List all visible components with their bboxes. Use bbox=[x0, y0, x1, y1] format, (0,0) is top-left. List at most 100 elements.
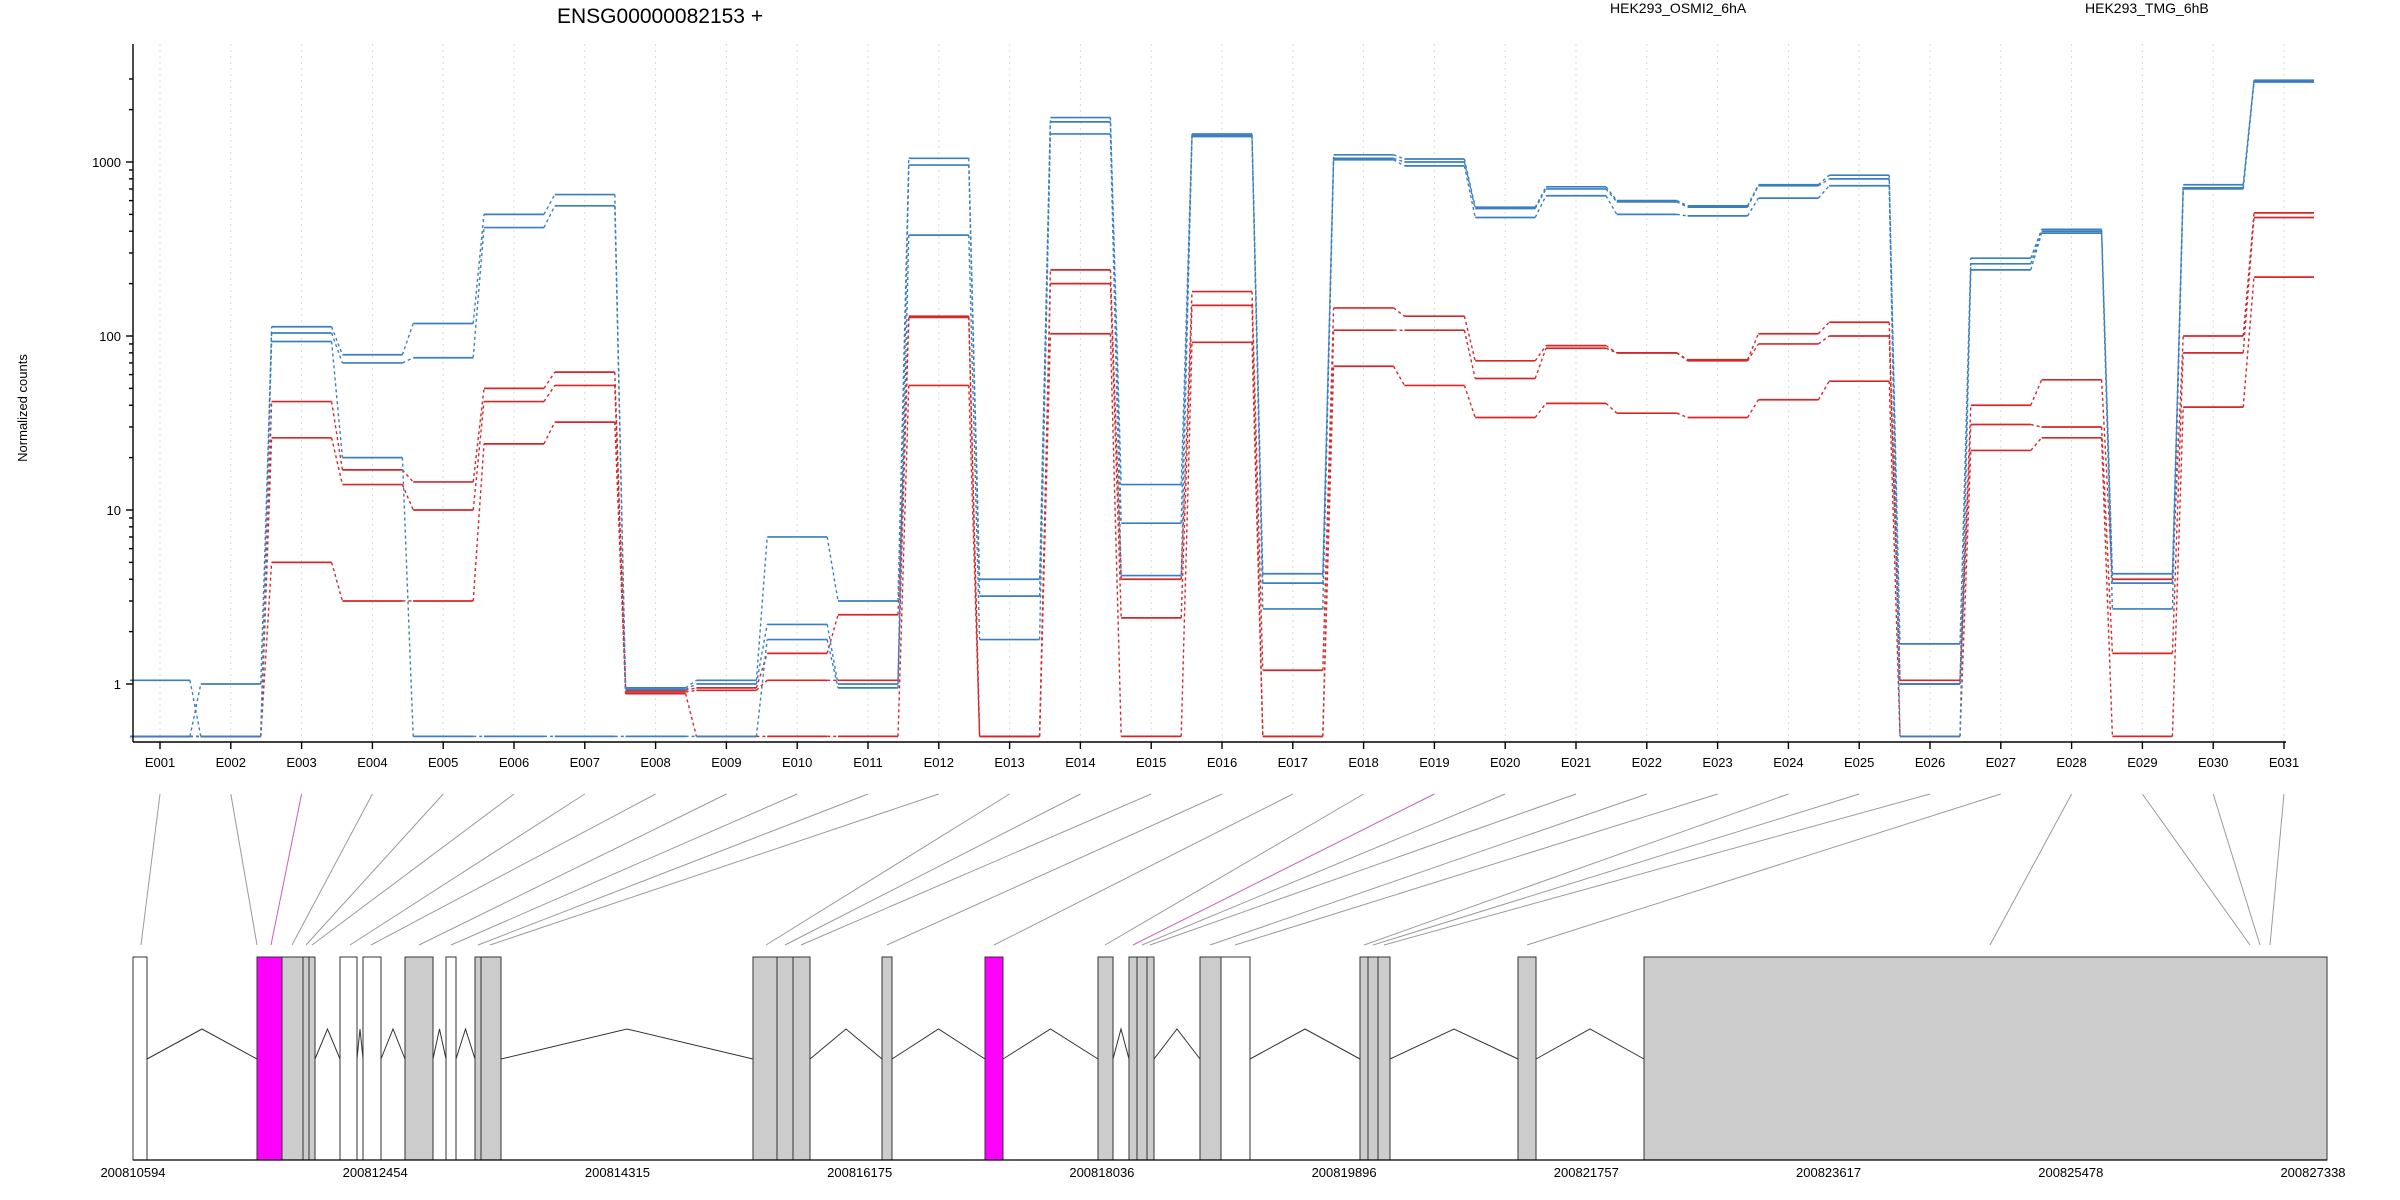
genomic-tick-label: 200816175 bbox=[827, 1165, 892, 1180]
exon-connector bbox=[1149, 793, 1577, 946]
exon-box bbox=[752, 956, 778, 1161]
x-tick-label: E021 bbox=[1561, 755, 1591, 770]
data-connector bbox=[2030, 423, 2042, 428]
data-connector bbox=[755, 624, 768, 685]
data-connector bbox=[330, 562, 344, 602]
data-connector bbox=[1888, 381, 1901, 737]
exon-box bbox=[792, 956, 811, 1161]
x-tick-label: E002 bbox=[216, 755, 246, 770]
intron-line bbox=[1535, 1028, 1645, 1060]
gene-model: 200810594 200812454 200814315 200816175 2008… bbox=[100, 956, 2346, 1180]
data-connector bbox=[1393, 157, 1405, 163]
intron-line bbox=[1112, 1027, 1130, 1060]
data-connector bbox=[1038, 133, 1052, 640]
exon-connector bbox=[886, 793, 1223, 946]
data-connector bbox=[401, 469, 414, 483]
data-connector bbox=[330, 401, 344, 471]
exon-connector bbox=[2269, 793, 2285, 946]
x-tick-label: E010 bbox=[782, 755, 812, 770]
data-connector bbox=[1180, 342, 1193, 737]
exon-connector bbox=[370, 793, 656, 946]
genomic-tick-label: 200823617 bbox=[1796, 1165, 1861, 1180]
x-tick-label: E009 bbox=[711, 755, 741, 770]
data-connector bbox=[1959, 405, 1972, 681]
x-tick-label: E027 bbox=[1986, 755, 2016, 770]
data-connector bbox=[1038, 121, 1052, 597]
data-connector bbox=[330, 341, 344, 458]
data-connector bbox=[1392, 365, 1406, 386]
genomic-tick-label: 200821757 bbox=[1554, 1165, 1619, 1180]
data-connector bbox=[472, 388, 485, 483]
exon-box bbox=[1136, 956, 1148, 1161]
exon-connector bbox=[418, 793, 727, 946]
exon-box bbox=[984, 956, 1004, 1161]
data-connector bbox=[1676, 412, 1688, 419]
x-tick-label: E014 bbox=[1065, 755, 1095, 770]
x-tick-label: E007 bbox=[570, 755, 600, 770]
exon-connector bbox=[765, 793, 1010, 946]
x-tick-label: E016 bbox=[1207, 755, 1237, 770]
intron-line bbox=[1389, 1028, 1519, 1060]
intron-line bbox=[500, 1028, 754, 1060]
data-connector bbox=[1322, 307, 1335, 671]
x-tick-label: E005 bbox=[428, 755, 458, 770]
data-connector bbox=[1747, 197, 1759, 217]
intron-line bbox=[809, 1028, 883, 1060]
exon-connector bbox=[784, 793, 1081, 946]
data-connector bbox=[1393, 154, 1405, 160]
data-connector bbox=[1746, 333, 1760, 361]
data-connector bbox=[402, 357, 414, 364]
data-connector bbox=[1109, 283, 1122, 618]
exon-box bbox=[445, 956, 457, 1161]
y-tick-label: 100 bbox=[99, 329, 121, 344]
genomic-tick-label: 200818036 bbox=[1069, 1165, 1134, 1180]
exon-box bbox=[1643, 956, 2328, 1161]
x-tick-label: E015 bbox=[1136, 755, 1166, 770]
data-connector bbox=[2171, 335, 2184, 580]
x-tick-label: E013 bbox=[994, 755, 1024, 770]
x-tick-label: E001 bbox=[145, 755, 175, 770]
exon-box bbox=[881, 956, 893, 1161]
exon-box bbox=[1220, 956, 1251, 1161]
intron-line bbox=[146, 1028, 258, 1060]
data-connector bbox=[543, 421, 556, 445]
x-tick-label: E003 bbox=[286, 755, 316, 770]
exon-box bbox=[281, 956, 304, 1161]
exon-connector bbox=[140, 793, 161, 946]
x-tick-label: E019 bbox=[1419, 755, 1449, 770]
legend-item-osmi2: HEK293_OSMI2_6hA bbox=[1610, 0, 1747, 16]
intron-line bbox=[432, 1028, 447, 1060]
exon-connector bbox=[311, 793, 515, 946]
exon-connector bbox=[800, 793, 1152, 946]
data-connector bbox=[685, 683, 697, 691]
x-tick-label: E025 bbox=[1844, 755, 1874, 770]
exon-box bbox=[308, 956, 316, 1161]
data-connector bbox=[330, 437, 344, 485]
data-connector bbox=[2030, 232, 2043, 271]
data-connector bbox=[685, 687, 697, 691]
exon-connector bbox=[450, 793, 798, 946]
data-connector bbox=[1817, 321, 1830, 335]
series-group bbox=[130, 81, 2314, 738]
data-connector bbox=[543, 371, 556, 389]
data-connector bbox=[755, 679, 768, 691]
data-connector bbox=[1463, 165, 1476, 218]
data-connector bbox=[1959, 269, 1972, 737]
data-connector bbox=[1393, 307, 1405, 317]
x-tick-label: E028 bbox=[2056, 755, 2086, 770]
exon-connector bbox=[2141, 793, 2251, 946]
exon-connector bbox=[1989, 793, 2073, 946]
data-connector bbox=[2030, 437, 2043, 451]
y-tick-label: 10 bbox=[107, 503, 121, 518]
data-connector bbox=[2171, 352, 2184, 654]
x-tick-label: E011 bbox=[853, 755, 882, 770]
genomic-tick-label: 200827338 bbox=[2280, 1165, 2345, 1180]
data-connector bbox=[685, 679, 697, 689]
series-lines bbox=[130, 79, 2314, 738]
data-connector bbox=[1322, 366, 1335, 737]
y-tick-label: 1 bbox=[114, 677, 121, 692]
exon-connector bbox=[477, 793, 869, 946]
intron-line bbox=[1249, 1028, 1361, 1060]
data-connector bbox=[1534, 348, 1547, 379]
